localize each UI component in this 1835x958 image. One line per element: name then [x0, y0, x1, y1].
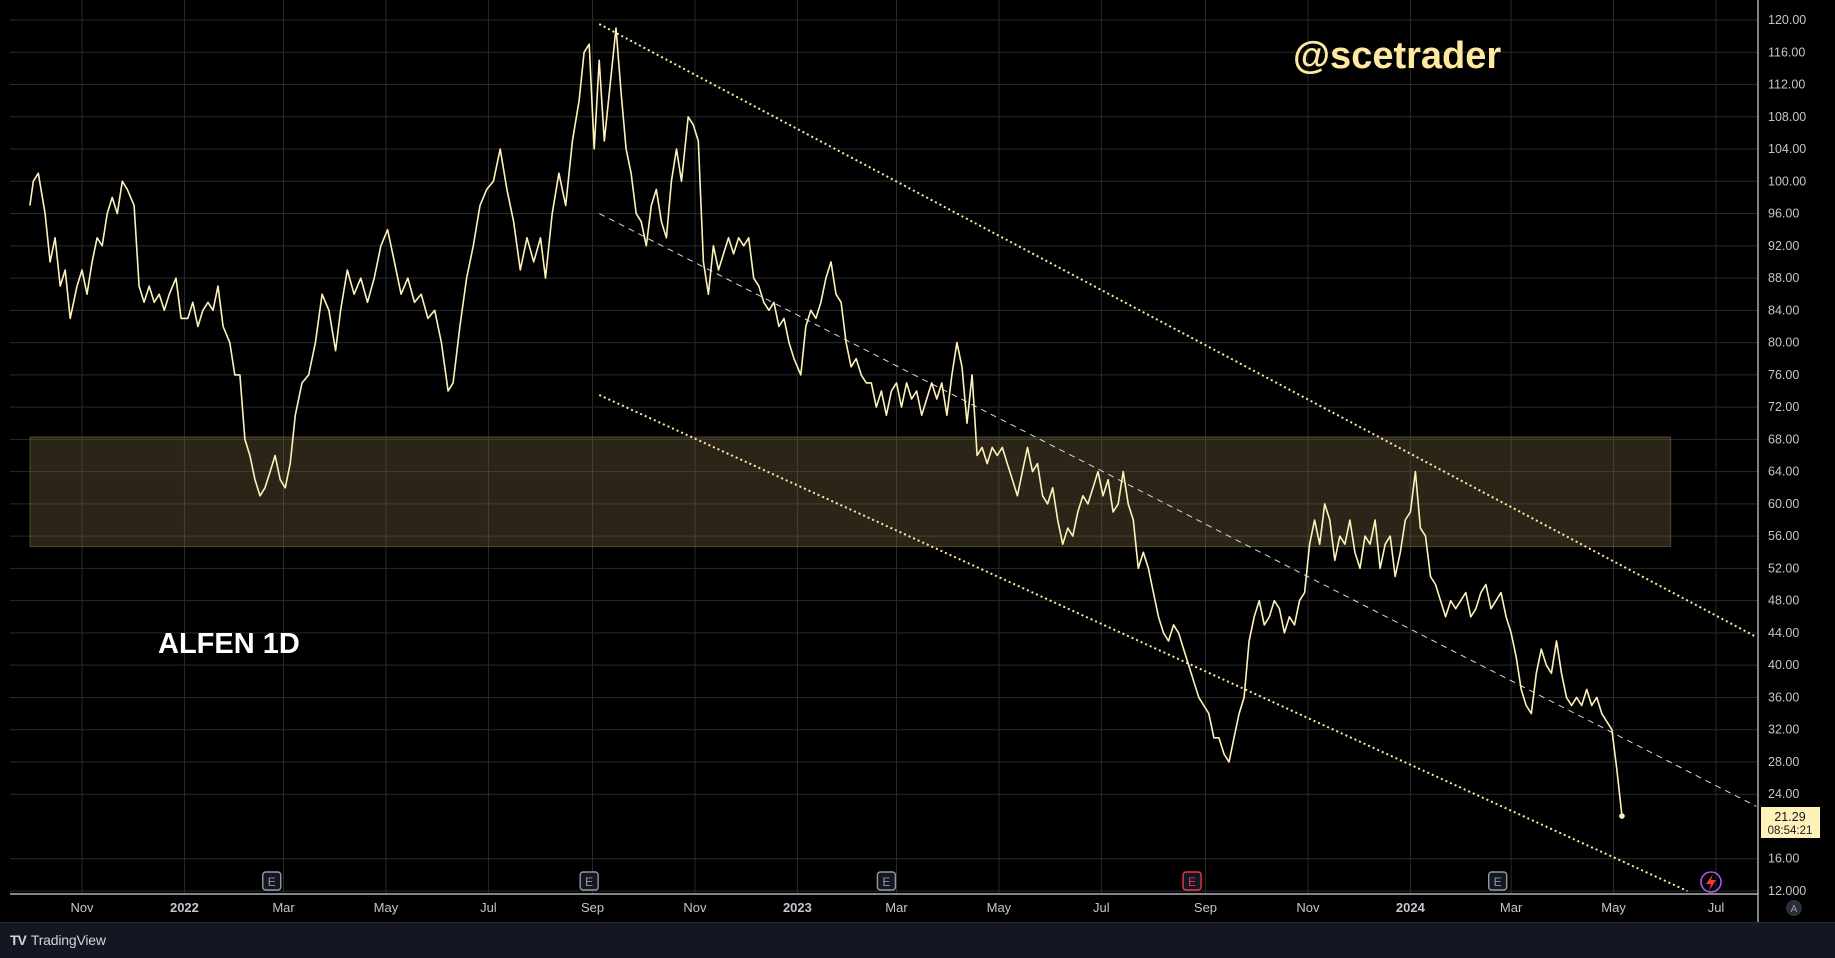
svg-text:A: A: [1791, 904, 1798, 915]
alert-lightning-icon[interactable]: [1700, 871, 1722, 893]
earnings-marker-label: E: [1188, 875, 1196, 889]
tradingview-logo[interactable]: TV TradingView: [10, 932, 106, 948]
price-tick-label: 48.00: [1768, 594, 1799, 608]
price-tick-label: 80.00: [1768, 336, 1799, 350]
earnings-marker-label: E: [585, 875, 593, 889]
trendline-dashed[interactable]: [599, 213, 1757, 807]
price-tick-label: 40.00: [1768, 658, 1799, 672]
price-tick-label: 12.000: [1768, 884, 1806, 898]
auto-scale-button[interactable]: A: [1786, 900, 1802, 916]
time-tick-label: Mar: [885, 900, 908, 915]
price-tick-label: 112.00: [1768, 78, 1805, 92]
price-tick-label: 36.00: [1768, 690, 1799, 704]
time-tick-label: Nov: [1296, 900, 1320, 915]
last-price-label: 21.29 08:54:21: [1761, 807, 1820, 838]
time-tick-label: Sep: [581, 900, 604, 915]
price-tick-label: 16.00: [1768, 852, 1799, 866]
footer-bar: TV TradingView: [0, 922, 1835, 958]
time-tick-label: Jul: [1093, 900, 1110, 915]
time-tick-label: Mar: [272, 900, 295, 915]
chart-title: ALFEN 1D: [158, 628, 300, 660]
price-tick-label: 104.00: [1768, 142, 1806, 156]
time-tick-label: May: [374, 900, 399, 915]
price-tick-label: 116.00: [1768, 45, 1805, 59]
price-tick-label: 56.00: [1768, 529, 1799, 543]
price-axis[interactable]: 120.00 116.00 112.00 108.00 104.00 100.00 96.0…: [1768, 13, 1806, 898]
price-tick-label: 100.00: [1768, 174, 1806, 188]
support-zone: [29, 436, 1672, 548]
last-price-dot: [1619, 813, 1625, 819]
price-tick-label: 72.00: [1768, 400, 1799, 414]
price-line[interactable]: [29, 27, 1623, 817]
price-tick-label: 60.00: [1768, 497, 1799, 511]
price-tick-label: 92.00: [1768, 239, 1799, 253]
trendlines: [598, 23, 1757, 892]
price-tick-label: 76.00: [1768, 368, 1799, 382]
time-tick-label: 2023: [783, 900, 812, 915]
earnings-marker[interactable]: E: [579, 871, 599, 891]
price-tick-label: 28.00: [1768, 755, 1799, 769]
earnings-marker[interactable]: E: [1487, 871, 1508, 891]
price-tick-label: 64.00: [1768, 465, 1799, 479]
last-price-value: 21.29: [1774, 810, 1805, 824]
time-tick-label: May: [1601, 900, 1626, 915]
time-tick-label: Nov: [70, 900, 94, 915]
price-tick-label: 24.00: [1768, 787, 1799, 801]
price-tick-label: 44.00: [1768, 626, 1799, 640]
time-tick-label: 2024: [1396, 900, 1426, 915]
earnings-marker-label: E: [1494, 875, 1502, 889]
time-axis[interactable]: Nov 2022 Mar May Jul Sep Nov 2023 Mar May Jul Sep No…: [70, 900, 1724, 915]
price-series: [29, 27, 1625, 819]
watermark-text: @scetrader: [1293, 35, 1501, 77]
earnings-marker[interactable]: E: [1182, 871, 1202, 891]
time-tick-label: May: [987, 900, 1012, 915]
price-tick-label: 84.00: [1768, 303, 1799, 317]
price-tick-label: 52.00: [1768, 561, 1799, 575]
earnings-marker-label: E: [268, 875, 276, 889]
time-tick-label: Mar: [1500, 900, 1523, 915]
price-tick-label: 120.00: [1768, 13, 1806, 27]
time-tick-label: Jul: [480, 900, 497, 915]
time-tick-label: 2022: [170, 900, 199, 915]
earnings-marker[interactable]: E: [262, 871, 282, 891]
earnings-marker-label: E: [882, 875, 890, 889]
trendline-dotted[interactable]: [598, 23, 1757, 638]
trendline-dotted[interactable]: [598, 394, 1688, 892]
time-tick-label: Sep: [1194, 900, 1217, 915]
price-tick-label: 68.00: [1768, 432, 1799, 446]
price-tick-label: 96.00: [1768, 207, 1799, 221]
time-tick-label: Nov: [683, 900, 707, 915]
bar-countdown: 08:54:21: [1768, 825, 1813, 837]
zone-rect: [29, 436, 1672, 548]
price-tick-label: 32.00: [1768, 723, 1799, 737]
price-tick-label: 108.00: [1768, 110, 1806, 124]
earnings-marker[interactable]: E: [876, 871, 897, 891]
price-tick-label: 88.00: [1768, 271, 1799, 285]
time-tick-label: Jul: [1708, 900, 1725, 915]
